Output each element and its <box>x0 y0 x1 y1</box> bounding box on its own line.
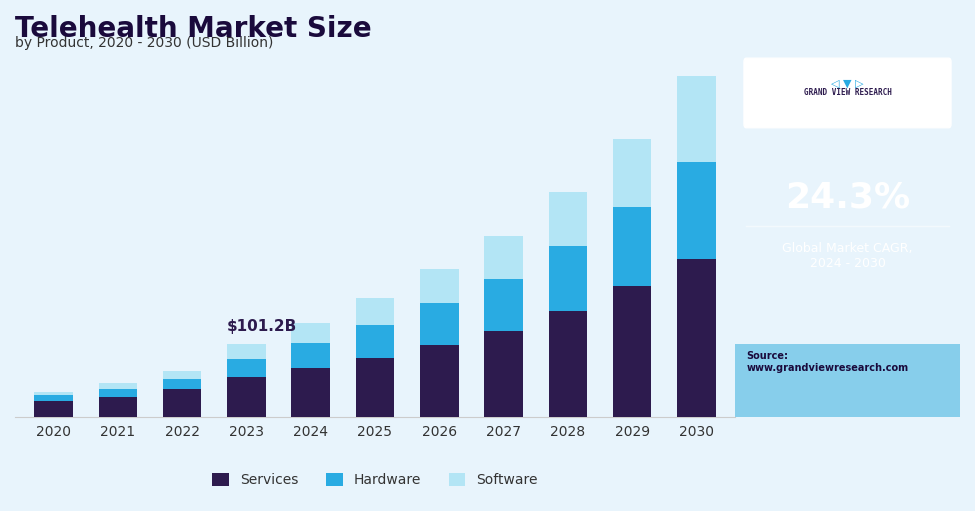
Text: Source:
www.grandviewresearch.com: Source: www.grandviewresearch.com <box>746 351 909 373</box>
Legend: Services, Hardware, Software: Services, Hardware, Software <box>207 468 544 493</box>
Bar <box>227 377 266 417</box>
Bar <box>34 401 73 417</box>
Text: Telehealth Market Size: Telehealth Market Size <box>15 15 371 43</box>
Bar <box>98 389 137 397</box>
Bar <box>227 359 266 377</box>
Bar <box>163 371 202 379</box>
Bar <box>420 304 458 345</box>
Bar <box>292 368 330 417</box>
Bar <box>98 383 137 389</box>
Text: Global Market CAGR,
2024 - 2030: Global Market CAGR, 2024 - 2030 <box>782 242 913 270</box>
Bar <box>613 207 651 286</box>
Bar <box>34 391 73 395</box>
Bar <box>678 162 716 259</box>
FancyBboxPatch shape <box>744 58 951 128</box>
Bar <box>163 389 202 417</box>
Bar <box>292 343 330 368</box>
Bar <box>485 331 523 417</box>
Text: ◁ ▼ ▷: ◁ ▼ ▷ <box>832 79 864 89</box>
Bar <box>420 345 458 417</box>
Bar <box>34 395 73 401</box>
Bar <box>549 246 587 311</box>
Bar <box>356 358 394 417</box>
Bar <box>420 269 458 304</box>
Bar <box>98 397 137 417</box>
Text: GRAND VIEW RESEARCH: GRAND VIEW RESEARCH <box>803 88 891 98</box>
Bar <box>678 76 716 162</box>
Text: 24.3%: 24.3% <box>785 180 910 214</box>
Bar <box>549 192 587 246</box>
Bar <box>485 279 523 331</box>
Bar <box>613 139 651 207</box>
Bar <box>549 311 587 417</box>
Bar <box>356 325 394 358</box>
Bar <box>356 298 394 325</box>
Text: by Product, 2020 - 2030 (USD Billion): by Product, 2020 - 2030 (USD Billion) <box>15 36 273 50</box>
FancyBboxPatch shape <box>735 343 960 417</box>
Text: $101.2B: $101.2B <box>227 319 297 334</box>
Bar <box>613 286 651 417</box>
Bar <box>292 323 330 343</box>
Bar <box>227 344 266 359</box>
Bar <box>678 259 716 417</box>
Bar <box>485 236 523 279</box>
Bar <box>163 379 202 389</box>
